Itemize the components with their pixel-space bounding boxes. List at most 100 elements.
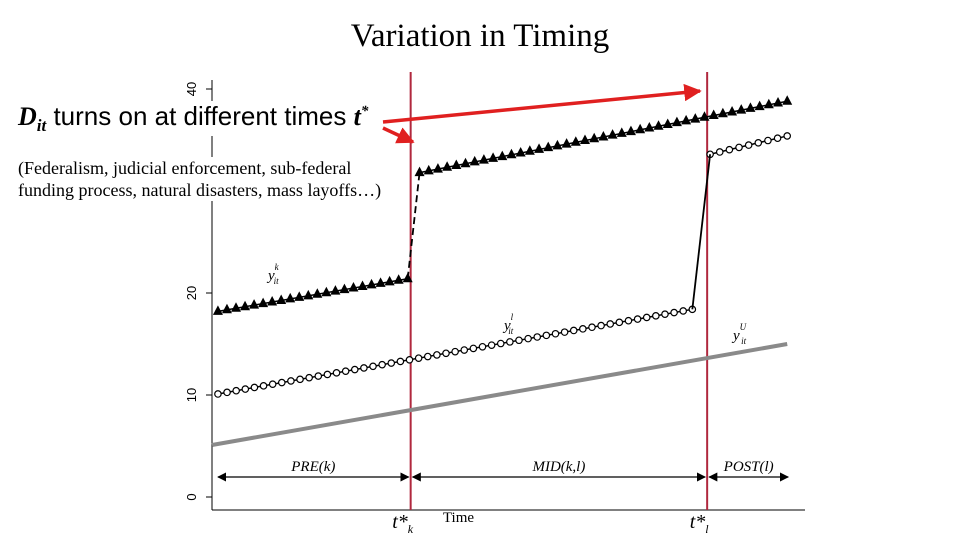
data-point <box>625 125 636 136</box>
data-point <box>423 164 434 175</box>
data-point <box>350 365 359 374</box>
data-point <box>469 155 480 166</box>
y-tick-label: 40 <box>184 82 199 96</box>
data-point <box>214 390 222 398</box>
data-point <box>642 313 651 322</box>
event-label: t*k <box>392 511 414 536</box>
data-point <box>478 154 489 164</box>
data-point <box>241 385 250 393</box>
data-point <box>644 122 655 132</box>
series-line <box>211 342 788 447</box>
data-point <box>312 288 323 298</box>
data-point <box>433 351 441 359</box>
data-point <box>579 325 587 333</box>
y-tick-label: 10 <box>184 388 199 402</box>
data-point <box>405 355 414 364</box>
data-point <box>303 289 314 300</box>
data-point <box>396 357 405 366</box>
data-point <box>598 130 609 141</box>
data-point <box>267 296 278 306</box>
data-point <box>369 362 377 371</box>
data-point <box>393 274 404 284</box>
data-point <box>305 373 313 382</box>
series-line <box>217 277 408 313</box>
data-point <box>754 139 763 147</box>
data-point <box>597 321 605 330</box>
data-point <box>773 97 784 107</box>
data-point <box>249 299 260 309</box>
data-point <box>588 323 596 332</box>
data-point <box>212 305 223 315</box>
annotation-arrow-l <box>382 83 702 124</box>
data-point <box>624 316 633 325</box>
data-point <box>384 275 395 286</box>
data-point <box>442 349 450 358</box>
data-point <box>589 132 600 143</box>
data-point <box>727 105 738 116</box>
data-point <box>469 344 478 353</box>
data-point <box>478 342 487 351</box>
headline-subtext: (Federalism, judicial enforcement, sub-f… <box>18 157 398 201</box>
data-point <box>782 95 793 105</box>
data-point <box>653 120 664 130</box>
data-point <box>715 148 724 156</box>
data-point <box>615 318 624 327</box>
data-point <box>339 283 350 294</box>
period-label: POST(l) <box>723 459 774 475</box>
data-point <box>745 102 756 112</box>
data-point <box>387 359 396 367</box>
series-label: yU it <box>731 322 747 346</box>
data-point <box>606 320 615 328</box>
y-tick-label: 20 <box>184 286 199 300</box>
data-point <box>277 378 286 387</box>
data-point <box>783 132 792 140</box>
data-point <box>763 98 774 109</box>
data-point <box>506 148 517 159</box>
data-point <box>330 285 341 295</box>
data-point <box>223 388 231 397</box>
data-point <box>542 331 551 340</box>
series-jump <box>406 172 421 279</box>
data-point <box>276 294 287 304</box>
data-point <box>551 329 560 338</box>
event-label: t*l <box>690 511 710 536</box>
data-point <box>506 338 514 346</box>
chart-title: Variation in Timing <box>350 18 610 54</box>
data-point <box>296 375 304 384</box>
data-point <box>332 369 341 377</box>
data-point <box>232 386 240 395</box>
series-jump <box>691 154 712 310</box>
period-label: MID(k,l) <box>531 459 585 475</box>
data-point <box>533 333 542 341</box>
data-point <box>414 166 425 177</box>
data-point <box>258 297 269 308</box>
data-point <box>736 104 747 114</box>
data-point <box>744 141 753 149</box>
data-point <box>287 377 295 385</box>
data-point <box>341 367 350 375</box>
data-point <box>360 364 368 372</box>
data-point <box>607 129 618 139</box>
data-point <box>534 143 545 153</box>
data-point <box>515 147 526 157</box>
data-point <box>323 370 332 379</box>
data-point <box>579 134 590 145</box>
data-point <box>670 308 678 317</box>
data-point <box>524 145 535 155</box>
data-point <box>717 107 728 118</box>
headline: Dit turns on at different times t* <box>18 101 373 137</box>
headline-t-symbol: t* <box>353 102 369 131</box>
series-label: yl it <box>502 312 514 336</box>
data-point <box>671 116 682 127</box>
data-point <box>552 139 563 150</box>
data-point <box>432 163 443 173</box>
data-point <box>348 282 359 292</box>
x-axis-label: Time <box>443 510 474 526</box>
data-point <box>250 383 259 392</box>
data-point <box>616 127 627 137</box>
data-point <box>414 354 423 362</box>
data-point <box>488 152 499 162</box>
data-point <box>314 372 323 380</box>
data-point <box>451 347 459 356</box>
